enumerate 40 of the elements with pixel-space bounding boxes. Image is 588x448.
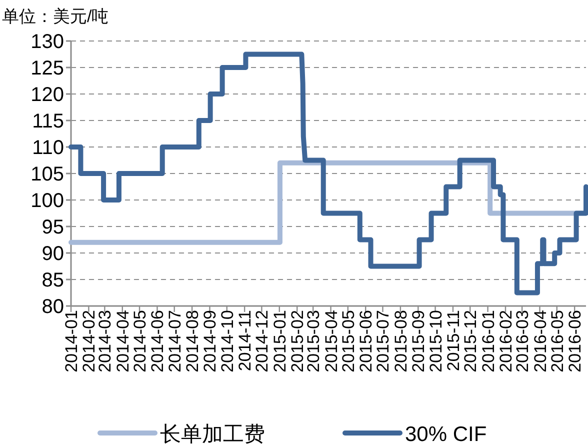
x-tick-label: 2014-11: [236, 310, 255, 372]
x-tick-label: 2014-09: [200, 310, 220, 372]
x-tick-label: 2015-04: [322, 310, 341, 372]
x-tick-label: 2015-01: [270, 310, 290, 372]
y-axis-title: 单位：美元/吨: [2, 7, 109, 26]
x-tick-label: 2016-03: [513, 310, 532, 372]
legend-label: 长单加工费: [160, 423, 265, 446]
x-tick-label: 2015-10: [426, 310, 446, 372]
y-tick-label: 100: [30, 190, 64, 212]
x-tick-label: 2014-10: [218, 310, 237, 372]
y-tick-label: 120: [30, 84, 64, 106]
x-tick-label: 2016-01: [478, 310, 498, 372]
x-tick-label: 2014-05: [130, 310, 150, 372]
x-tick-label: 2015-11: [444, 310, 463, 372]
x-tick-label: 2016-04: [530, 310, 550, 372]
y-tick-label: 95: [42, 216, 64, 238]
x-tick-label: 2014-07: [165, 310, 184, 372]
x-tick-label: 2014-06: [148, 310, 168, 372]
x-tick-label: 2016-02: [496, 310, 516, 372]
x-tick-label: 2015-09: [409, 310, 428, 372]
x-tick-label: 2016-06: [566, 310, 585, 372]
y-tick-label: 80: [42, 296, 64, 318]
x-tick-label: 2016-05: [548, 310, 567, 372]
x-tick-label: 2015-06: [356, 310, 376, 372]
y-tick-label: 105: [30, 164, 64, 186]
x-tick-label: 2015-07: [374, 310, 393, 372]
y-tick-label: 115: [32, 110, 64, 132]
y-tick-label: 110: [32, 137, 64, 159]
y-tick-label: 90: [42, 243, 64, 265]
x-tick-label: 2014-12: [252, 310, 272, 372]
x-tick-label: 2014-08: [183, 310, 202, 372]
y-tick-label: 130: [30, 31, 64, 53]
x-tick-label: 2014-01: [62, 310, 81, 372]
x-tick-label: 2014-04: [113, 310, 132, 372]
x-tick-label: 2015-08: [391, 310, 410, 372]
legend-label: 30% CIF: [405, 423, 487, 446]
x-tick-label: 2015-05: [338, 310, 358, 372]
y-tick-label: 85: [42, 270, 64, 292]
x-tick-label: 2015-12: [461, 310, 480, 372]
y-tick-label: 125: [30, 58, 64, 80]
